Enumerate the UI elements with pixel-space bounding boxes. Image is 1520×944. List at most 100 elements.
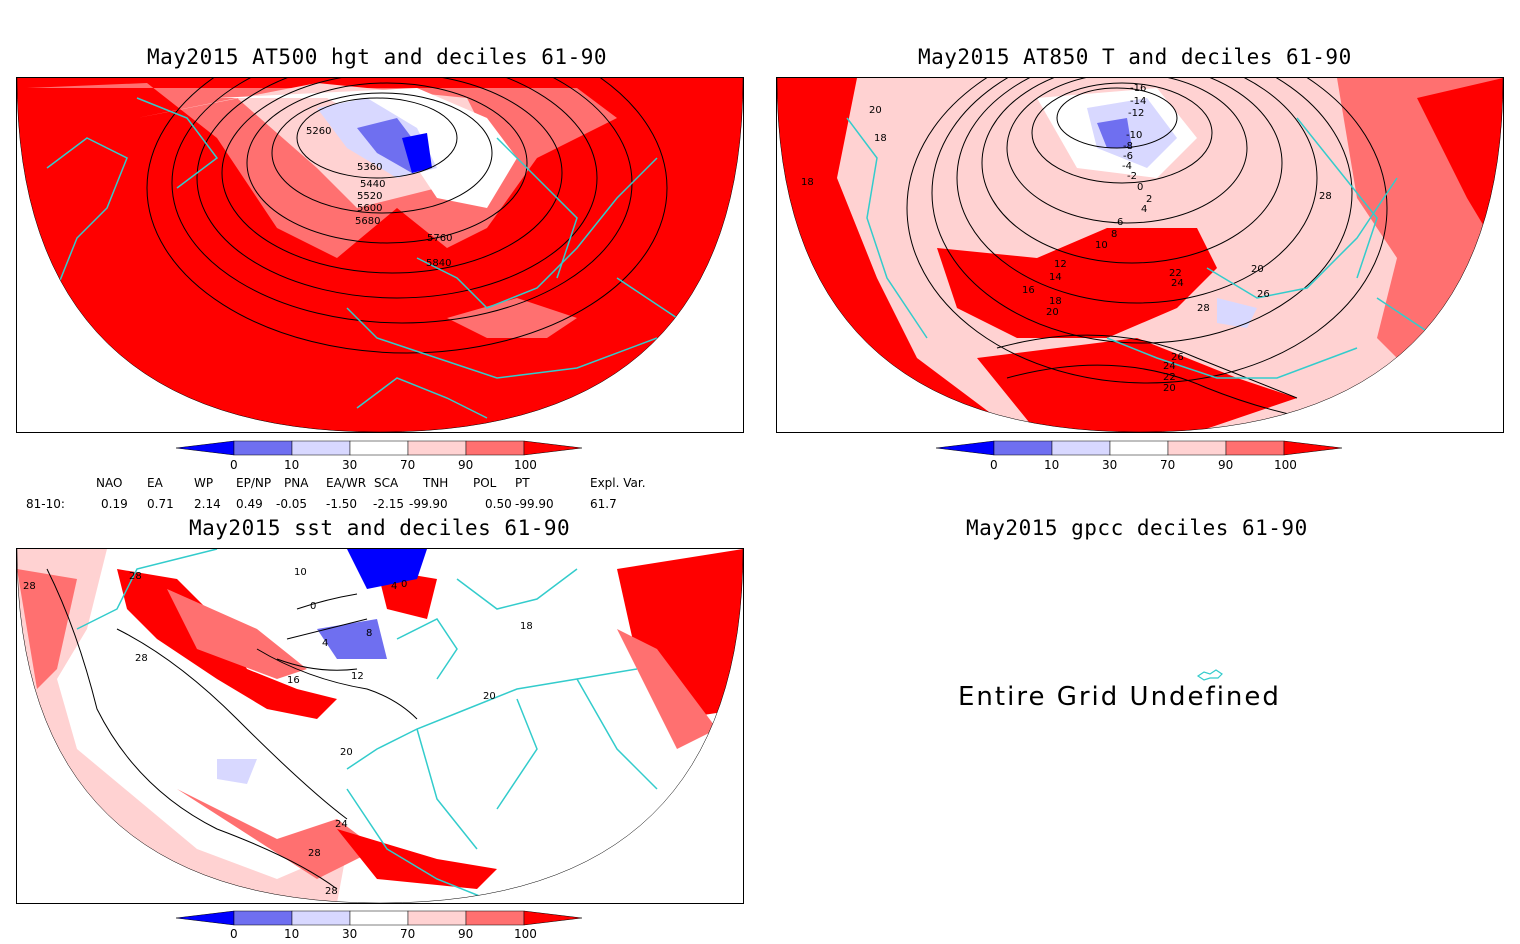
sst-field-mid-east xyxy=(617,629,717,749)
z500-label-5840: 5840 xyxy=(426,258,451,269)
sst-field-high-east xyxy=(617,549,743,719)
t850-field-east-high xyxy=(1417,78,1503,258)
z500-label-5760: 5760 xyxy=(427,233,452,244)
cbar2-label-90: 90 xyxy=(1218,458,1233,472)
t850-label-20: 20 xyxy=(1046,307,1059,318)
idx-value-pt: -99.90 xyxy=(515,497,554,511)
sst-label-20: 20 xyxy=(340,747,353,758)
t850-label-20-northwest: 20 xyxy=(869,105,882,116)
t850-contours xyxy=(906,78,1388,419)
z500-contours xyxy=(146,78,668,354)
t850-label-28-east: 28 xyxy=(1319,191,1332,202)
z500-field-lowest xyxy=(402,133,432,173)
t850-label-16: 16 xyxy=(1022,285,1035,296)
sst-label-4: 4 xyxy=(322,638,328,649)
idx-value-nao: 0.19 xyxy=(101,497,128,511)
t850-label-2: 2 xyxy=(1146,194,1152,205)
z500-label-5680: 5680 xyxy=(355,216,380,227)
idx-header-explvar: Expl. Var. xyxy=(590,476,646,490)
cbar2-label-0: 0 xyxy=(990,458,998,472)
t850-label-m4: -4 xyxy=(1122,161,1132,172)
sst-field-below xyxy=(217,759,257,784)
sst-map: 28 28 28 10 0 4 8 12 16 20 24 28 28 4 0 … xyxy=(17,549,743,903)
cbar2-label-100: 100 xyxy=(1274,458,1297,472)
t850-colorbar: 0 10 30 70 90 100 xyxy=(934,439,1346,475)
idx-header-tnh: TNH xyxy=(423,476,449,490)
sst-contour-labels: 28 28 28 10 0 4 8 12 16 20 24 28 28 4 0 … xyxy=(23,567,533,897)
cbar2-label-10: 10 xyxy=(1044,458,1059,472)
idx-value-explvar: 61.7 xyxy=(590,497,617,511)
idx-value-pol: 0.50 xyxy=(485,497,512,511)
t850-label-m8: -8 xyxy=(1123,141,1133,152)
z500-contour-labels: 5260 5360 5440 5520 5600 5680 5760 5840 xyxy=(306,126,452,269)
t850-label-m16: -16 xyxy=(1130,83,1146,94)
t850-field-center xyxy=(937,228,1217,338)
sst-label-16: 16 xyxy=(287,675,300,686)
t850-label-26-south: 26 xyxy=(1171,352,1184,363)
t850-label-8: 8 xyxy=(1111,229,1117,240)
t850-label-24: 24 xyxy=(1171,278,1184,289)
idx-header-wp: WP xyxy=(194,476,214,490)
idx-value-wp: 2.14 xyxy=(194,497,221,511)
t850-label-14: 14 xyxy=(1049,272,1062,283)
t850-label-22: 22 xyxy=(1169,268,1182,279)
t850-map: -16 -14 -12 -10 -8 -6 -4 -2 0 2 4 6 8 10… xyxy=(777,78,1503,432)
t850-label-m12: -12 xyxy=(1128,108,1144,119)
sst-field-mid-south xyxy=(177,789,377,879)
t850-field-south xyxy=(977,338,1297,432)
sst-contours xyxy=(46,568,418,890)
sst-label-4-north: 4 xyxy=(391,581,397,592)
sst-map-panel: 28 28 28 10 0 4 8 12 16 20 24 28 28 4 0 … xyxy=(16,548,744,904)
sst-colorbar: 0 10 30 70 90 100 xyxy=(174,909,586,941)
t850-field-below xyxy=(1087,98,1177,168)
t850-label-m6: -6 xyxy=(1123,151,1133,162)
t850-label-m2: -2 xyxy=(1127,171,1137,182)
sst-field-mid-west xyxy=(17,569,77,689)
sst-label-0: 0 xyxy=(310,601,316,612)
idx-value-tnh: -99.90 xyxy=(409,497,448,511)
idx-header-pol: POL xyxy=(473,476,497,490)
t850-label-12: 12 xyxy=(1054,259,1067,270)
idx-value-epnp: 0.49 xyxy=(236,497,263,511)
idx-header-pna: PNA xyxy=(284,476,309,490)
idx-row-label: 81-10: xyxy=(26,497,65,511)
z500-label-5440: 5440 xyxy=(360,179,385,190)
cbar3-label-0: 0 xyxy=(230,927,238,940)
t850-label-24-south: 24 xyxy=(1163,361,1176,372)
t850-label-0: 0 xyxy=(1137,182,1143,193)
gpcc-title: May2015 gpcc deciles 61-90 xyxy=(966,516,1308,540)
t850-label-22-south: 22 xyxy=(1163,372,1176,383)
idx-value-pna: -0.05 xyxy=(276,497,308,511)
sst-label-28-south: 28 xyxy=(308,848,321,859)
t850-label-20-south: 20 xyxy=(1163,383,1176,394)
t850-label-26: 26 xyxy=(1257,289,1270,300)
t850-label-18-west: 18 xyxy=(801,177,814,188)
t850-label-18: 18 xyxy=(1049,296,1062,307)
cbar2-label-30: 30 xyxy=(1102,458,1117,472)
t850-label-28: 28 xyxy=(1197,303,1210,314)
sst-field-high-south xyxy=(337,829,497,889)
sst-label-28-bottom: 28 xyxy=(325,886,338,897)
sst-label-20-east: 20 xyxy=(483,691,496,702)
cbar1-label-100: 100 xyxy=(514,458,537,472)
sst-field-mid-center xyxy=(167,589,307,679)
t850-label-m14: -14 xyxy=(1130,96,1146,107)
z500-colorbar: 0 10 30 70 90 100 xyxy=(174,439,586,475)
cbar1-label-30: 30 xyxy=(342,458,357,472)
cbar1-label-10: 10 xyxy=(284,458,299,472)
sst-coastlines xyxy=(76,549,658,900)
sst-field-lower xyxy=(317,619,387,659)
gpcc-undefined-message: Entire Grid Undefined xyxy=(958,682,1281,712)
cbar1-label-90: 90 xyxy=(458,458,473,472)
sst-label-28-mid: 28 xyxy=(135,653,148,664)
t850-title: May2015 AT850 T and deciles 61-90 xyxy=(918,45,1352,69)
idx-header-nao: NAO xyxy=(96,476,123,490)
cbar3-label-10: 10 xyxy=(284,927,299,940)
t850-coastlines xyxy=(846,117,1478,379)
sst-label-8: 8 xyxy=(366,628,372,639)
sst-field-lowest xyxy=(347,549,427,589)
sst-label-10: 10 xyxy=(294,567,307,578)
sst-label-28-west: 28 xyxy=(23,581,36,592)
z500-coastlines xyxy=(46,97,718,419)
t850-field-below-2 xyxy=(1217,298,1257,328)
